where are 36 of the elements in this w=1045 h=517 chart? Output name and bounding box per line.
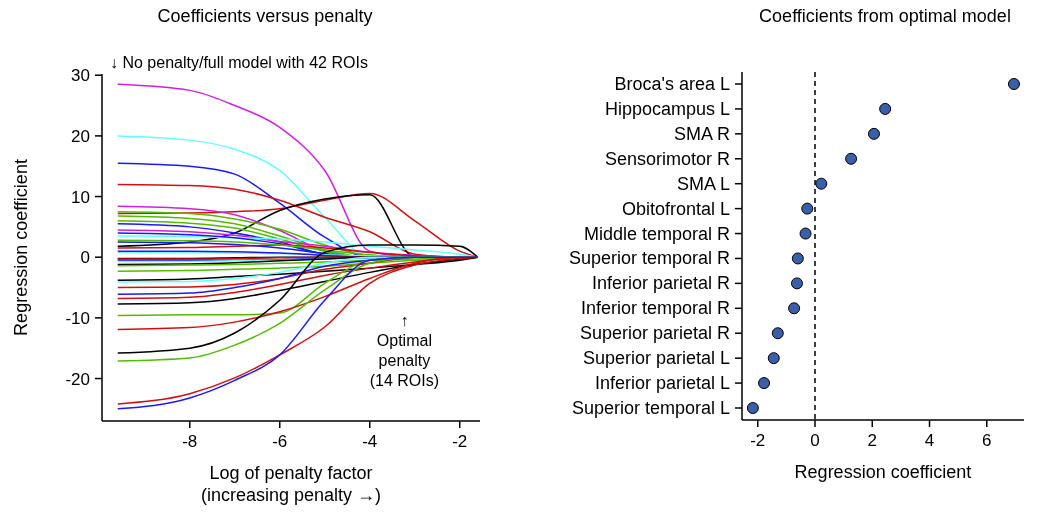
y-tick-label: Inferior temporal R [580,298,730,319]
chart-title: Coefficients versus penalty [157,6,373,26]
y-tick-label: Superior parietal R [579,323,730,344]
y-tick-label: 0 [80,248,90,268]
x-tick-label: 2 [867,431,877,450]
y-tick-label: Sensorimotor R [604,148,730,169]
x-tick-label: 6 [982,431,992,450]
annotation: ↑ Optimal penalty (14 ROIs) [369,312,440,389]
y-tick-label: SMA R [673,123,730,144]
x-axis-title: Regression coefficient [794,462,972,482]
y-tick-label: Inferior parietal R [591,273,730,294]
x-tick-label: -2 [452,432,468,451]
y-tick-label: Hippocampus L [604,98,730,119]
x-tick-label: -2 [750,431,766,450]
x-tick-label: -6 [272,432,288,451]
y-tick-label: 10 [71,187,90,207]
y-tick-label: -10 [65,308,90,328]
y-axis-title: Regression coefficient [11,159,31,336]
y-tick-label: SMA L [676,173,730,194]
x-axis-title: Log of penalty factor (increasing penalty →) [200,463,382,505]
y-tick-label: Middle temporal R [583,223,730,244]
y-tick-label: Superior temporal L [571,398,730,418]
y-tick-label: 20 [71,126,90,146]
y-tick-label: Broca's area L [614,74,730,94]
x-tick-label: -8 [182,432,198,451]
y-tick-label: Superior parietal L [582,348,730,369]
y-tick-label: Superior temporal R [568,248,730,269]
y-tick-label: 30 [71,66,90,86]
x-tick-label: 4 [924,431,935,450]
x-tick-label: 0 [810,431,820,450]
y-tick-label: -20 [65,369,90,389]
text: ↓ No penalty/full model with 42 ROIs [110,54,368,71]
y-tick-label: Obitofrontal L [621,198,730,219]
chart-title: Coefficients from optimal model [759,6,1011,26]
y-tick-label: Inferior parietal L [594,373,730,394]
x-tick-label: -4 [362,432,378,451]
